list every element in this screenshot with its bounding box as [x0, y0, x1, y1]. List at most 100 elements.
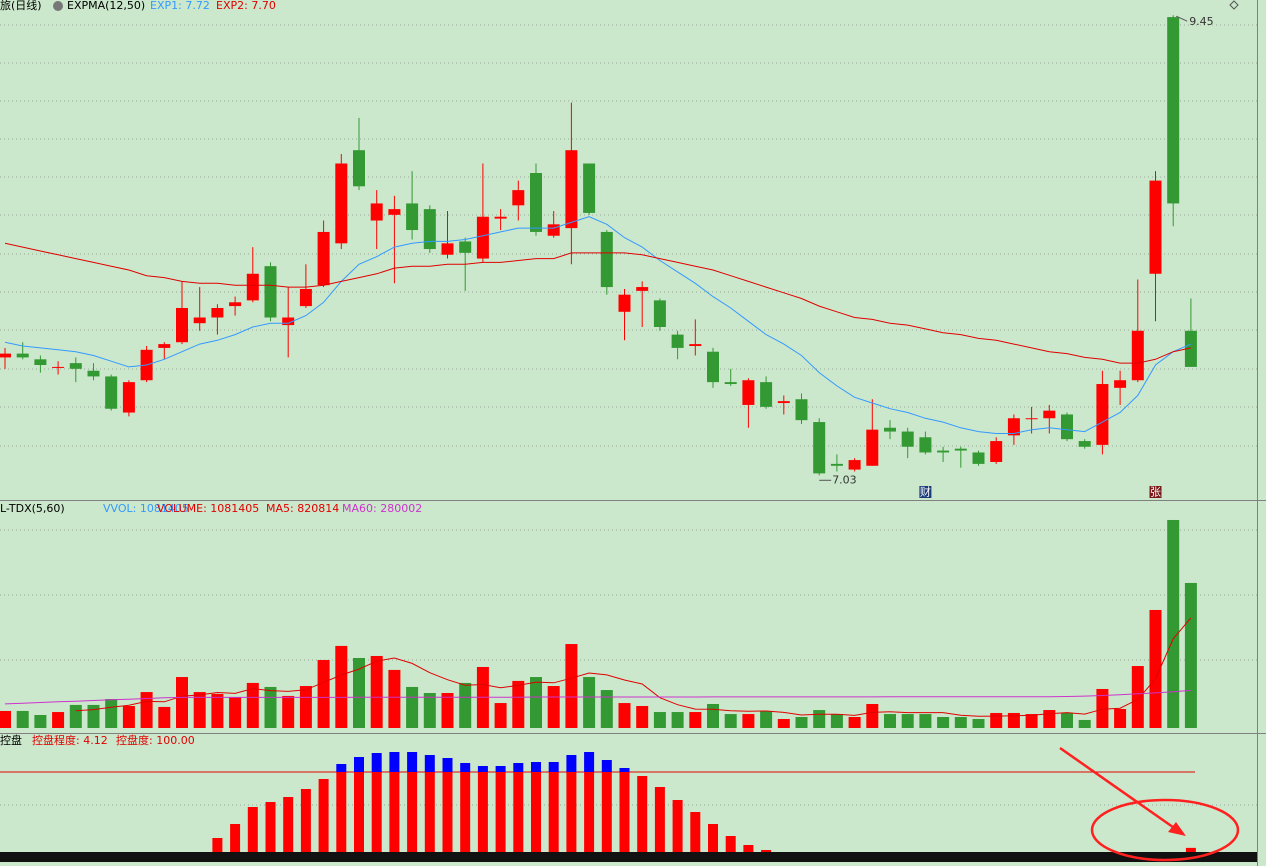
menu-icon[interactable] — [53, 1, 63, 11]
candle-body — [282, 317, 295, 326]
volume-bar — [1025, 714, 1038, 728]
volume-bar — [1096, 688, 1109, 728]
control-bar — [371, 772, 382, 852]
grid — [0, 24, 1257, 806]
control-bar — [637, 776, 648, 852]
volume-bar — [34, 714, 47, 728]
volume-bar — [954, 717, 967, 728]
volume-bar — [653, 712, 666, 728]
volume-bar — [671, 712, 684, 728]
volume-bar — [972, 719, 985, 728]
control-bar-high — [513, 763, 524, 772]
chart-title: 旅(日线) — [0, 0, 42, 12]
candle-body — [246, 273, 259, 301]
volume-bar — [52, 712, 65, 728]
candle-body — [600, 231, 613, 288]
control-bar — [584, 772, 595, 852]
volume-bar — [158, 706, 171, 728]
control-bar — [247, 807, 258, 852]
candle-body — [353, 150, 365, 187]
control-bar — [265, 802, 276, 852]
volume-bar — [707, 703, 719, 728]
volume-bar — [105, 699, 118, 728]
volume-bar — [1007, 712, 1020, 728]
candle-body — [795, 399, 808, 421]
volume-bar — [1061, 712, 1073, 728]
volume-bar — [724, 714, 737, 728]
candle-body — [176, 307, 188, 343]
control-bar — [212, 838, 223, 852]
candle-body — [193, 317, 206, 324]
legend-entry: EXP2: 7.70 — [216, 0, 276, 12]
volume-bar — [1184, 582, 1197, 728]
candle-body — [388, 209, 401, 215]
volume-bar — [140, 692, 153, 728]
volume-bar — [370, 655, 383, 728]
control-bar — [460, 772, 471, 852]
candle-body — [406, 203, 419, 231]
min-label: 7.03 — [832, 473, 857, 486]
volume-bar — [901, 714, 914, 728]
volume-bar — [193, 692, 206, 728]
candle-body — [0, 353, 11, 358]
max-label: 9.45 — [1189, 15, 1214, 28]
volume-bar — [0, 710, 11, 728]
volume-bar — [866, 703, 879, 728]
candle-body — [1114, 380, 1127, 388]
candle-body — [777, 401, 790, 404]
legend-entry: MA60: 280002 — [342, 502, 422, 515]
arrow-head — [1168, 822, 1186, 836]
volume-bar — [246, 682, 259, 728]
volume-bar — [353, 657, 365, 728]
volume-bar — [512, 680, 525, 728]
control-bar-high — [477, 766, 488, 772]
volume-bar — [742, 714, 755, 728]
candle-body — [583, 163, 596, 213]
candle-body — [830, 463, 843, 466]
control-bar — [761, 850, 772, 852]
control-bar-high — [495, 766, 506, 772]
volume-bar — [636, 706, 649, 728]
legend-entry: VOLUME: 1081405 — [157, 502, 259, 515]
candle-body — [919, 437, 932, 453]
event-label: 财 — [920, 485, 931, 499]
legend-entry: EXP1: 7.72 — [150, 0, 210, 12]
candle-body — [69, 363, 82, 369]
highlight-ellipse — [1090, 798, 1240, 862]
volume-bar — [211, 693, 224, 728]
control-bar — [424, 772, 435, 852]
candle-body — [866, 429, 879, 466]
event-label: 张 — [1150, 486, 1161, 499]
volume-bar — [229, 697, 242, 728]
volume-bar — [990, 712, 1003, 728]
candle-body — [52, 366, 65, 368]
volume-bar — [530, 677, 542, 728]
control-bar-high — [336, 764, 347, 772]
volume-bar — [423, 692, 436, 728]
volume-bar — [919, 714, 932, 728]
candle-body — [1078, 441, 1091, 447]
candle-body — [724, 382, 737, 385]
candle-body — [1007, 418, 1020, 436]
volume-bar — [299, 686, 312, 728]
candle-body — [512, 190, 525, 206]
volume-bar — [830, 714, 843, 728]
candle-body — [1131, 330, 1144, 381]
candle-body — [636, 287, 649, 291]
panel-subtitle: VVOL: 1081405 — [103, 502, 189, 515]
event-marker — [1149, 486, 1162, 498]
annotation-arrow — [1175, 15, 1188, 22]
volume-bar — [618, 703, 631, 728]
control-bar-high — [584, 752, 595, 772]
control-bar — [477, 772, 488, 852]
control-bar — [725, 836, 736, 852]
legend-entry: MA5: 820814 — [266, 502, 339, 515]
volume-bar — [600, 690, 613, 728]
candle-body — [370, 203, 383, 221]
volume-bar — [848, 717, 861, 728]
control-bar — [601, 772, 612, 852]
candle-body — [813, 422, 826, 474]
candle-body — [653, 300, 666, 327]
volume-bar — [884, 714, 896, 728]
control-bar — [389, 772, 400, 852]
